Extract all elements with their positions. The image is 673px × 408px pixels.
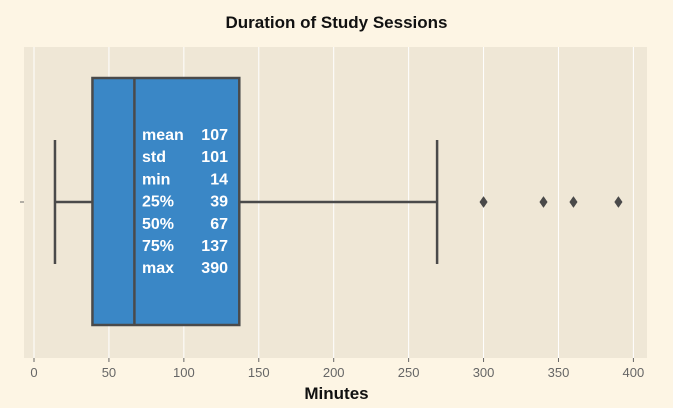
outlier-point xyxy=(479,196,488,208)
box-iqr xyxy=(91,76,241,327)
outlier-point xyxy=(539,196,548,208)
outlier-point xyxy=(614,196,623,208)
x-axis-label: Minutes xyxy=(304,384,369,403)
x-tick-label: 150 xyxy=(248,365,270,380)
x-tick-label: 350 xyxy=(548,365,570,380)
stats-value: 14 xyxy=(210,171,228,188)
stats-value: 101 xyxy=(201,149,228,166)
x-tick-label: 400 xyxy=(623,365,645,380)
stats-value: 107 xyxy=(201,127,228,144)
stats-label: 25% xyxy=(142,194,174,211)
stats-label: min xyxy=(142,171,170,188)
stats-value: 67 xyxy=(210,216,228,233)
x-tick-label: 200 xyxy=(323,365,345,380)
stats-value: 390 xyxy=(201,260,228,277)
stats-value: 137 xyxy=(201,238,228,255)
x-tick-label: 250 xyxy=(398,365,420,380)
stats-label: 50% xyxy=(142,216,174,233)
stats-label: std xyxy=(142,149,166,166)
x-tick-label: 100 xyxy=(173,365,195,380)
x-tick-label: 50 xyxy=(102,365,116,380)
stats-label: max xyxy=(142,260,174,277)
stats-value: 39 xyxy=(210,194,228,211)
x-tick-label: 0 xyxy=(30,365,37,380)
stats-label: 75% xyxy=(142,238,174,255)
outlier-point xyxy=(569,196,578,208)
chart-title: Duration of Study Sessions xyxy=(225,13,448,32)
stats-label: mean xyxy=(142,127,184,144)
x-tick-label: 300 xyxy=(473,365,495,380)
